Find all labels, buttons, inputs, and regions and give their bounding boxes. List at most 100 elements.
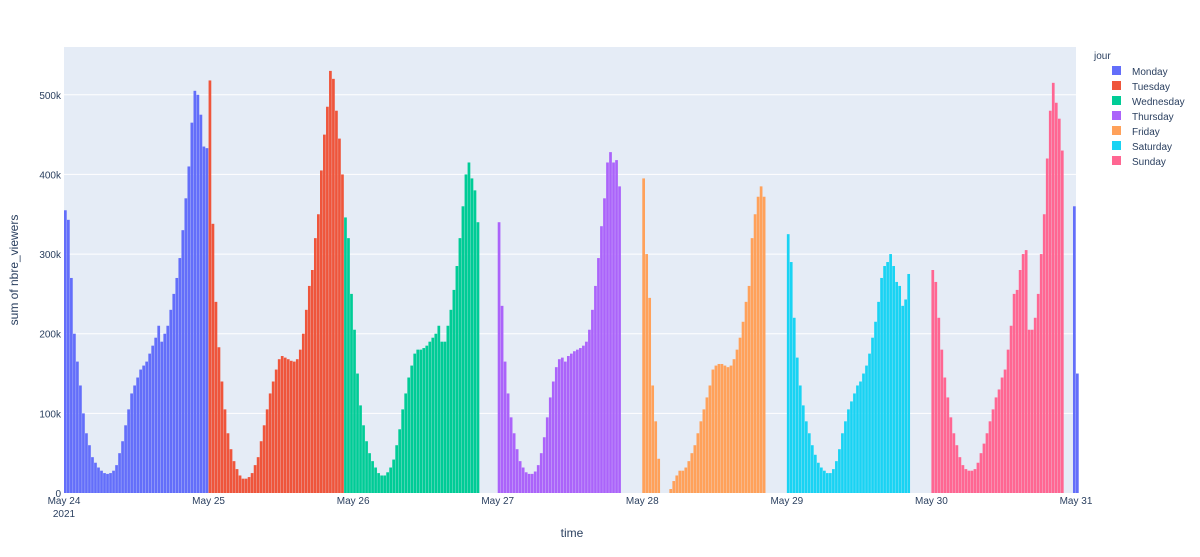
series-monday <box>1072 206 1079 494</box>
legend-item-wednesday[interactable]: Wednesday <box>1132 97 1185 108</box>
bar <box>428 341 432 493</box>
bar <box>470 178 474 494</box>
bar <box>271 381 275 493</box>
bar <box>823 470 826 493</box>
bar <box>554 367 558 493</box>
bar <box>500 305 504 493</box>
legend-item-tuesday[interactable]: Tuesday <box>1132 82 1170 93</box>
bar <box>329 70 332 494</box>
bar <box>82 413 85 493</box>
legend-item-saturday[interactable]: Saturday <box>1132 142 1172 153</box>
bar <box>1024 250 1028 493</box>
bar <box>729 365 733 493</box>
bar <box>250 473 254 493</box>
bar <box>798 385 802 493</box>
bar <box>323 134 326 493</box>
bar <box>807 433 811 493</box>
y-axis: 0 100k 200k 300k 400k 500k <box>39 91 62 500</box>
bar <box>163 333 167 493</box>
bar <box>557 359 561 493</box>
bar <box>301 333 305 493</box>
bar <box>714 365 718 493</box>
bar <box>759 186 763 493</box>
legend-swatch[interactable] <box>1112 96 1121 105</box>
bar <box>1009 325 1013 493</box>
legend-item-sunday[interactable]: Sunday <box>1132 157 1166 168</box>
y-axis-title: sum of nbre_viewers <box>7 215 21 326</box>
bar <box>398 429 402 493</box>
bar <box>91 457 94 493</box>
bar <box>256 457 260 493</box>
bar <box>196 94 200 494</box>
legend-swatch[interactable] <box>1112 141 1121 150</box>
bar <box>283 357 287 493</box>
bar <box>524 472 528 493</box>
bar <box>955 445 959 493</box>
bar <box>563 361 567 493</box>
bar <box>883 266 886 493</box>
bar <box>859 381 862 493</box>
x-tick-label: May 29 <box>770 496 803 507</box>
bar <box>461 206 465 494</box>
series-monday <box>64 90 209 494</box>
bar <box>795 357 799 493</box>
bar <box>609 152 612 493</box>
bar <box>353 329 356 493</box>
bar <box>654 421 658 493</box>
bar <box>383 475 386 493</box>
legend-swatch[interactable] <box>1112 126 1121 135</box>
legend-swatch[interactable] <box>1112 111 1121 120</box>
bar <box>934 281 938 493</box>
y-tick-label: 0 <box>55 489 61 500</box>
bar <box>160 341 164 493</box>
bar <box>1033 317 1037 493</box>
bar <box>202 146 206 493</box>
bar <box>826 473 829 493</box>
bar <box>789 262 793 493</box>
bar <box>380 475 383 493</box>
bar <box>100 470 103 493</box>
bar <box>335 110 338 493</box>
bar <box>750 238 754 493</box>
bar <box>991 409 995 493</box>
legend-item-friday[interactable]: Friday <box>1132 127 1160 138</box>
bar <box>1030 329 1034 493</box>
bar <box>446 325 450 493</box>
x-tick-sublabel: 2021 <box>53 509 76 520</box>
bar <box>154 337 158 493</box>
bar <box>693 445 697 493</box>
bar <box>588 329 591 493</box>
bar <box>473 190 477 493</box>
series-tuesday <box>208 70 344 494</box>
legend-item-thursday[interactable]: Thursday <box>1132 112 1174 123</box>
bar <box>1045 158 1049 493</box>
legend-swatch[interactable] <box>1112 66 1121 75</box>
bar <box>597 258 600 493</box>
bar <box>970 470 974 493</box>
bar <box>973 469 977 493</box>
bar <box>687 461 691 493</box>
bar <box>88 445 91 493</box>
series-wednesday <box>344 162 480 494</box>
bar <box>431 337 435 493</box>
legend-item-monday[interactable]: Monday <box>1132 67 1168 78</box>
bar <box>672 481 676 493</box>
series-thursday <box>497 152 621 494</box>
bar <box>344 217 347 493</box>
legend-swatch[interactable] <box>1112 81 1121 90</box>
bar <box>443 341 447 493</box>
legend-swatch[interactable] <box>1112 156 1121 165</box>
bar <box>856 385 859 493</box>
bar <box>696 433 700 493</box>
bar <box>317 214 320 493</box>
bar <box>1027 329 1031 493</box>
bar <box>452 289 456 493</box>
bar <box>657 458 661 493</box>
bar <box>979 453 983 493</box>
bar <box>359 405 362 493</box>
bar <box>1012 293 1016 493</box>
bar <box>184 198 188 494</box>
bar <box>573 351 576 493</box>
bar <box>847 409 850 493</box>
bar <box>265 409 269 493</box>
